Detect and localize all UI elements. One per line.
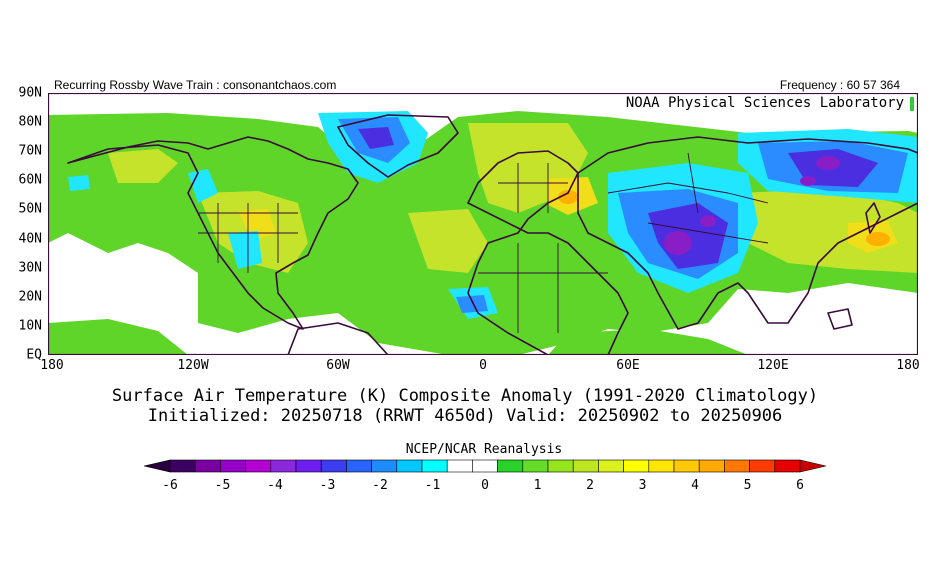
- lon-label-120w: 120W: [177, 358, 209, 373]
- title-line-1: Surface Air Temperature (K) Composite An…: [111, 386, 819, 406]
- header-left-text: Recurring Rossby Wave Train : consonantc…: [54, 78, 337, 92]
- colorbar-tick-label: -2: [372, 478, 388, 493]
- colorbar-swatch: [774, 459, 801, 473]
- title-line-2: Initialized: 20250718 (RRWT 4650d) Valid…: [147, 406, 783, 426]
- colorbar: [143, 459, 827, 473]
- colorbar-swatch: [396, 459, 423, 473]
- colorbar-swatch: [320, 459, 347, 473]
- colorbar-under-triangle: [143, 459, 171, 473]
- colorbar-tick-label: -1: [424, 478, 441, 493]
- colorbar-swatch: [572, 459, 599, 473]
- colorbar-tick-label: 0: [481, 478, 489, 493]
- colorbar-swatch: [169, 459, 196, 473]
- colorbar-swatch: [346, 459, 372, 473]
- colorbar-swatch: [749, 459, 776, 473]
- colorbar-tick-label: -6: [162, 478, 178, 493]
- colorbar-tick-label: 4: [691, 478, 699, 493]
- lat-label-30n: 30N: [18, 260, 42, 276]
- colorbar-swatch: [547, 459, 574, 473]
- colorbar-swatch: [648, 459, 675, 473]
- colorbar-tick-label: -4: [267, 478, 283, 493]
- noaa-corner-label: NOAA Physical Sciences Laboratory: [625, 95, 904, 111]
- colorbar-title: NCEP/NCAR Reanalysis: [405, 442, 563, 457]
- colorbar-swatch: [472, 459, 498, 473]
- lat-label-10n: 10N: [18, 318, 42, 334]
- lat-label-60n: 60N: [18, 172, 42, 188]
- colorbar-swatch: [522, 459, 549, 473]
- colorbar-swatch: [220, 459, 246, 473]
- map-frame: [48, 93, 918, 355]
- lat-label-50n: 50N: [18, 201, 42, 217]
- coastlines: [67, 114, 918, 355]
- colorbar-swatch: [446, 459, 473, 473]
- colorbar-swatch: [698, 459, 725, 473]
- lat-label-90n: 90N: [18, 85, 42, 101]
- lat-label-80n: 80N: [18, 114, 42, 130]
- lon-label-180: 180: [896, 358, 920, 373]
- colorbar-swatch: [270, 459, 297, 473]
- lat-label-40n: 40N: [18, 231, 42, 247]
- map-canvas: [48, 93, 918, 355]
- colorbar-swatch: [598, 459, 624, 473]
- colorbar-swatch: [245, 459, 272, 473]
- colorbar-swatch: [497, 459, 524, 473]
- colorbar-tick-label: -3: [319, 478, 336, 493]
- lat-label-70n: 70N: [18, 143, 42, 159]
- colorbar-tick-label: 6: [796, 478, 804, 493]
- colorbar-tick-label: 3: [638, 478, 647, 493]
- colorbar-swatch: [371, 459, 398, 473]
- colorbar-swatch: [421, 459, 448, 473]
- lon-label-0: 0: [479, 358, 487, 373]
- colorbar-swatch: [295, 459, 322, 473]
- colorbar-swatch: [724, 459, 750, 473]
- colorbar-tick-label: -5: [214, 478, 231, 493]
- anomaly-fill-warm-peak: [558, 190, 890, 246]
- colorbar-tick-label: 1: [533, 478, 542, 493]
- colorbar-swatch: [673, 459, 700, 473]
- anomaly-fill-cool-peak: [664, 156, 840, 255]
- colorbar-swatch: [194, 459, 221, 473]
- lat-label-eq: EQ: [26, 347, 42, 363]
- colorbar-swatch: [623, 459, 650, 473]
- lat-label-20n: 20N: [18, 289, 42, 305]
- lon-label-120e: 120E: [757, 358, 789, 373]
- colorbar-tick-label: 5: [743, 478, 752, 493]
- colorbar-tick-label: 2: [586, 478, 594, 493]
- header-right-text: Frequency : 60 57 364: [779, 78, 900, 92]
- lon-label-60e: 60E: [616, 358, 640, 373]
- anomaly-map: NOAA Physical Sciences Laboratory: [48, 93, 918, 355]
- colorbar-over-triangle: [799, 459, 827, 473]
- lon-label-180: 180: [40, 358, 64, 373]
- noaa-corner-bar: [910, 97, 914, 111]
- lon-label-60w: 60W: [326, 358, 350, 373]
